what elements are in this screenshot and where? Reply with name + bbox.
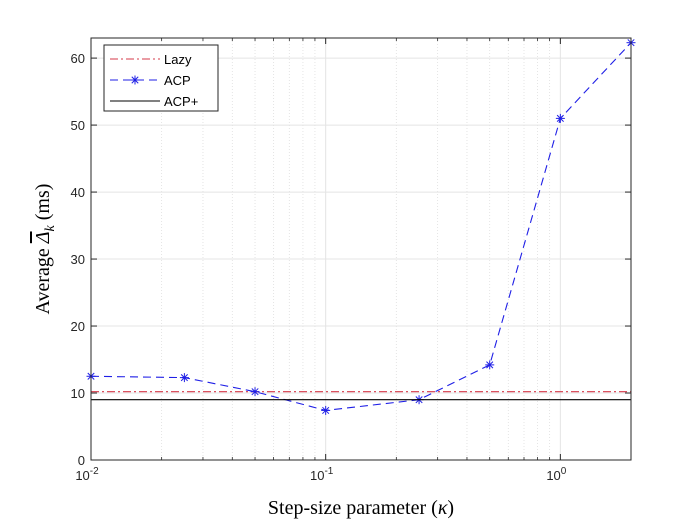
y-tick-label: 30 [71, 252, 85, 267]
legend-box [103, 44, 219, 112]
x-tick-label: 100 [546, 466, 566, 483]
y-tick-label: 40 [71, 185, 85, 200]
y-axis-label-group: Average Δk (ms) [32, 184, 58, 315]
data-point-acp [321, 405, 331, 415]
y-tick-label: 50 [71, 118, 85, 133]
x-tick-base: 10 [546, 468, 560, 483]
y-axis-label-symbol: Δ [32, 231, 54, 244]
x-axis-label: Step-size parameter (κ) [268, 497, 454, 519]
y-axis-label-text: Average [32, 243, 54, 314]
series-group [86, 38, 636, 415]
data-point-acp [555, 113, 565, 123]
data-point-acp [485, 360, 495, 370]
legend-label-lazy: Lazy [164, 52, 192, 67]
x-tick-label: 10-2 [75, 466, 99, 483]
plot-frame [90, 37, 632, 461]
y-tick-label: 10 [71, 386, 85, 401]
x-axis-label-text: Step-size parameter ( [268, 497, 438, 519]
x-tick-exponent: -2 [90, 466, 99, 477]
series-line-acp [90, 42, 632, 411]
y-tick-label: 0 [78, 453, 85, 468]
legend: Lazy ACP ACP+ [103, 44, 219, 112]
x-axis-label-close: ) [447, 497, 454, 519]
x-tick-exponent: 0 [561, 466, 567, 477]
y-tick-label: 60 [71, 51, 85, 66]
x-tick-base: 10 [310, 468, 324, 483]
legend-label-acp: ACP [164, 73, 191, 88]
legend-asterisk-acp [130, 75, 140, 85]
data-point-acp [179, 373, 189, 383]
legend-label-acp-plus: ACP+ [164, 94, 198, 109]
x-tick-label: 10-1 [310, 466, 334, 483]
y-axis-label-subscript: k [43, 224, 58, 231]
y-axis-label-unit: (ms) [32, 184, 54, 226]
data-point-acp [250, 387, 260, 397]
y-axis-label: Average Δk (ms) [32, 184, 58, 315]
x-tick-exponent: -1 [324, 466, 333, 477]
x-axis-label-symbol: κ [438, 497, 448, 519]
legend-marker-acp [130, 75, 140, 85]
y-tick-label: 20 [71, 319, 85, 334]
x-tick-base: 10 [75, 468, 89, 483]
